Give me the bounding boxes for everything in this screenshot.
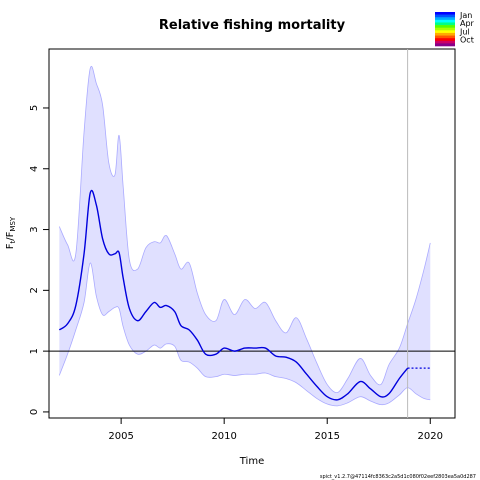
version-footer: spict_v1.2.7@47114fc8363c2a5d1c080f02eef… xyxy=(320,474,476,480)
legend-label: Oct xyxy=(460,36,474,45)
legend-color-swatch xyxy=(435,22,455,26)
confidence-band-lower xyxy=(58,262,431,407)
confidence-band xyxy=(59,66,431,406)
y-tick-label: 4 xyxy=(29,166,40,172)
plot-area-frame xyxy=(48,48,456,419)
legend-color-swatch xyxy=(435,17,455,21)
legend-label: Jan xyxy=(459,11,472,20)
y-tick-label: 5 xyxy=(29,105,40,111)
legend-color-swatch xyxy=(435,35,455,39)
legend-color-swatch xyxy=(435,38,455,42)
chart-title: Relative fishing mortality xyxy=(159,18,346,33)
legend-color-swatch xyxy=(435,12,455,15)
legend-color-swatch xyxy=(435,40,455,44)
legend-color-swatch xyxy=(435,32,455,36)
legend-color-swatch xyxy=(435,43,455,47)
legend-label: Apr xyxy=(460,19,475,28)
x-axis-label: Time xyxy=(239,456,264,467)
x-tick-label: 2015 xyxy=(314,431,339,442)
legend-color-swatch xyxy=(435,19,455,23)
x-tick-label: 2020 xyxy=(418,431,443,442)
y-tick-label: 1 xyxy=(29,348,40,354)
confidence-band-upper xyxy=(58,66,431,394)
x-tick-label: 2010 xyxy=(211,431,236,442)
legend-color-swatch xyxy=(435,25,455,28)
series-estimate xyxy=(58,189,409,401)
y-axis-label: Ft/FMSY xyxy=(5,216,17,249)
y-tick-label: 2 xyxy=(29,287,40,293)
legend-color-swatch xyxy=(435,30,455,34)
legend-color-swatch xyxy=(435,27,455,31)
legend-label: Jul xyxy=(459,27,470,36)
x-tick-label: 2005 xyxy=(108,431,133,442)
y-tick-label: 0 xyxy=(29,409,40,415)
legend-color-swatch xyxy=(435,14,455,18)
y-tick-label: 3 xyxy=(29,226,40,232)
